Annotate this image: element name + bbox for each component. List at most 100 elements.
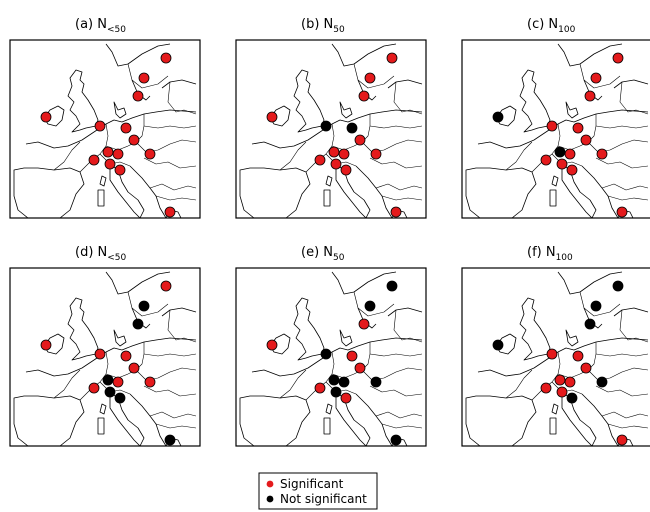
- map-panel-f: (f) N100: [461, 245, 650, 447]
- panel-title: (d) N<50: [75, 245, 127, 263]
- panel-title-subscript: <50: [107, 253, 126, 263]
- station-marker: [114, 164, 126, 176]
- legend-significant-label: Significant: [280, 477, 344, 491]
- station-marker: [330, 386, 342, 398]
- station-marker: [572, 122, 584, 134]
- station-marker: [386, 280, 398, 292]
- panel-title-main: (e) N: [301, 245, 333, 260]
- station-marker: [612, 280, 624, 292]
- station-marker: [338, 148, 350, 160]
- station-marker: [584, 90, 596, 102]
- panel-title-subscript: <50: [107, 25, 126, 35]
- station-marker: [88, 382, 100, 394]
- station-marker: [370, 376, 382, 388]
- station-marker: [160, 280, 172, 292]
- station-marker: [144, 148, 156, 160]
- station-marker: [590, 300, 602, 312]
- station-marker: [566, 392, 578, 404]
- station-marker: [616, 206, 628, 218]
- station-marker: [546, 120, 558, 132]
- legend-not-significant-marker: [266, 495, 274, 503]
- station-marker: [540, 154, 552, 166]
- station-marker: [340, 164, 352, 176]
- map-panel-e: (e) N50: [235, 245, 427, 447]
- map-panel-a: (a) N<50: [9, 17, 201, 219]
- station-marker: [314, 154, 326, 166]
- station-marker: [164, 434, 176, 446]
- station-marker: [132, 90, 144, 102]
- legend-significant-marker: [266, 480, 274, 488]
- panel-title-subscript: 50: [333, 25, 345, 35]
- station-marker: [328, 146, 340, 158]
- station-marker: [590, 72, 602, 84]
- station-marker: [120, 350, 132, 362]
- station-marker: [346, 350, 358, 362]
- station-marker: [94, 348, 106, 360]
- station-marker: [138, 72, 150, 84]
- station-marker: [354, 134, 366, 146]
- station-marker: [616, 434, 628, 446]
- station-marker: [358, 318, 370, 330]
- station-marker: [564, 148, 576, 160]
- station-marker: [138, 300, 150, 312]
- panel-title-main: (d) N: [75, 245, 107, 260]
- station-marker: [320, 348, 332, 360]
- station-marker: [364, 72, 376, 84]
- station-marker: [564, 376, 576, 388]
- station-marker: [386, 52, 398, 64]
- station-marker: [128, 134, 140, 146]
- map-frame: [9, 39, 201, 219]
- station-marker: [580, 362, 592, 374]
- station-marker: [266, 111, 278, 123]
- station-marker: [120, 122, 132, 134]
- station-marker: [370, 148, 382, 160]
- station-marker: [338, 376, 350, 388]
- station-marker: [596, 148, 608, 160]
- legend-not-significant-label: Not significant: [280, 492, 367, 506]
- station-marker: [40, 339, 52, 351]
- station-marker: [132, 318, 144, 330]
- panel-title: (a) N<50: [75, 17, 126, 35]
- station-marker: [112, 148, 124, 160]
- station-marker: [354, 362, 366, 374]
- panel-title-subscript: 100: [558, 25, 575, 35]
- station-marker: [164, 206, 176, 218]
- panel-title-main: (f) N: [527, 245, 556, 260]
- station-marker: [40, 111, 52, 123]
- station-marker: [104, 386, 116, 398]
- map-frame: [9, 267, 201, 447]
- station-marker: [328, 374, 340, 386]
- station-marker: [160, 52, 172, 64]
- station-marker: [346, 122, 358, 134]
- station-marker: [390, 434, 402, 446]
- legend-box: [258, 472, 378, 510]
- panel-title-subscript: 100: [556, 253, 573, 263]
- station-marker: [364, 300, 376, 312]
- panel-title-main: (a) N: [75, 17, 107, 32]
- station-marker: [340, 392, 352, 404]
- station-marker: [492, 111, 504, 123]
- legend: Significant Not significant: [258, 472, 378, 510]
- station-marker: [144, 376, 156, 388]
- station-marker: [554, 374, 566, 386]
- station-marker: [612, 52, 624, 64]
- station-marker: [584, 318, 596, 330]
- station-marker: [104, 158, 116, 170]
- station-marker: [540, 382, 552, 394]
- map-panel-d: (d) N<50: [9, 245, 201, 447]
- station-marker: [330, 158, 342, 170]
- station-marker: [546, 348, 558, 360]
- station-marker: [596, 376, 608, 388]
- station-marker: [554, 146, 566, 158]
- station-marker: [266, 339, 278, 351]
- panel-title-main: (c) N: [527, 17, 558, 32]
- panel-title: (e) N50: [301, 245, 345, 263]
- station-marker: [88, 154, 100, 166]
- station-marker: [314, 382, 326, 394]
- station-marker: [114, 392, 126, 404]
- panel-title: (c) N100: [527, 17, 576, 35]
- panel-title: (f) N100: [527, 245, 573, 263]
- station-marker: [390, 206, 402, 218]
- map-panel-b: (b) N50: [235, 17, 427, 219]
